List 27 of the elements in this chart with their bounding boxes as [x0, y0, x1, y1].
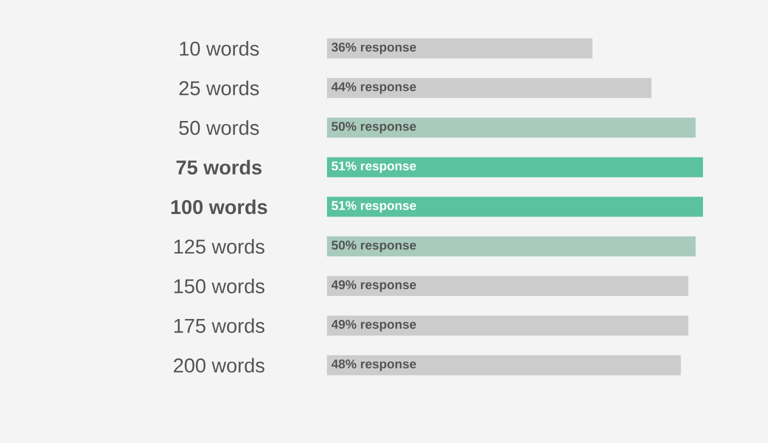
data-label: 51% response: [332, 201, 416, 213]
data-label: 50% response: [332, 240, 416, 252]
y-tick-label: 75 words: [176, 160, 262, 175]
bar: [327, 355, 681, 376]
bar: [327, 276, 688, 296]
y-tick-label: 100 words: [171, 199, 268, 214]
y-tick-label: 125 words: [174, 239, 264, 254]
y-tick-label: 50 words: [179, 120, 259, 135]
bar: [327, 316, 688, 336]
bar: [327, 157, 703, 178]
bar: [327, 38, 592, 58]
data-label: 36% response: [332, 42, 416, 54]
y-tick-label: 200 words: [174, 358, 264, 373]
bar: [327, 236, 696, 256]
bar: [327, 78, 652, 98]
y-tick-label: 25 words: [179, 80, 259, 96]
data-label: 49% response: [331, 280, 416, 292]
y-tick-label: 150 words: [174, 278, 264, 294]
y-tick-label: 10 words: [180, 41, 259, 56]
data-label: 50% response: [332, 122, 416, 134]
data-label: 44% response: [331, 82, 416, 94]
data-label: 49% response: [331, 320, 416, 332]
y-tick-label: 175 words: [174, 318, 264, 333]
data-label: 48% response: [331, 359, 416, 371]
bar: [327, 118, 696, 138]
data-label: 51% response: [332, 161, 416, 173]
bar: [327, 196, 703, 217]
